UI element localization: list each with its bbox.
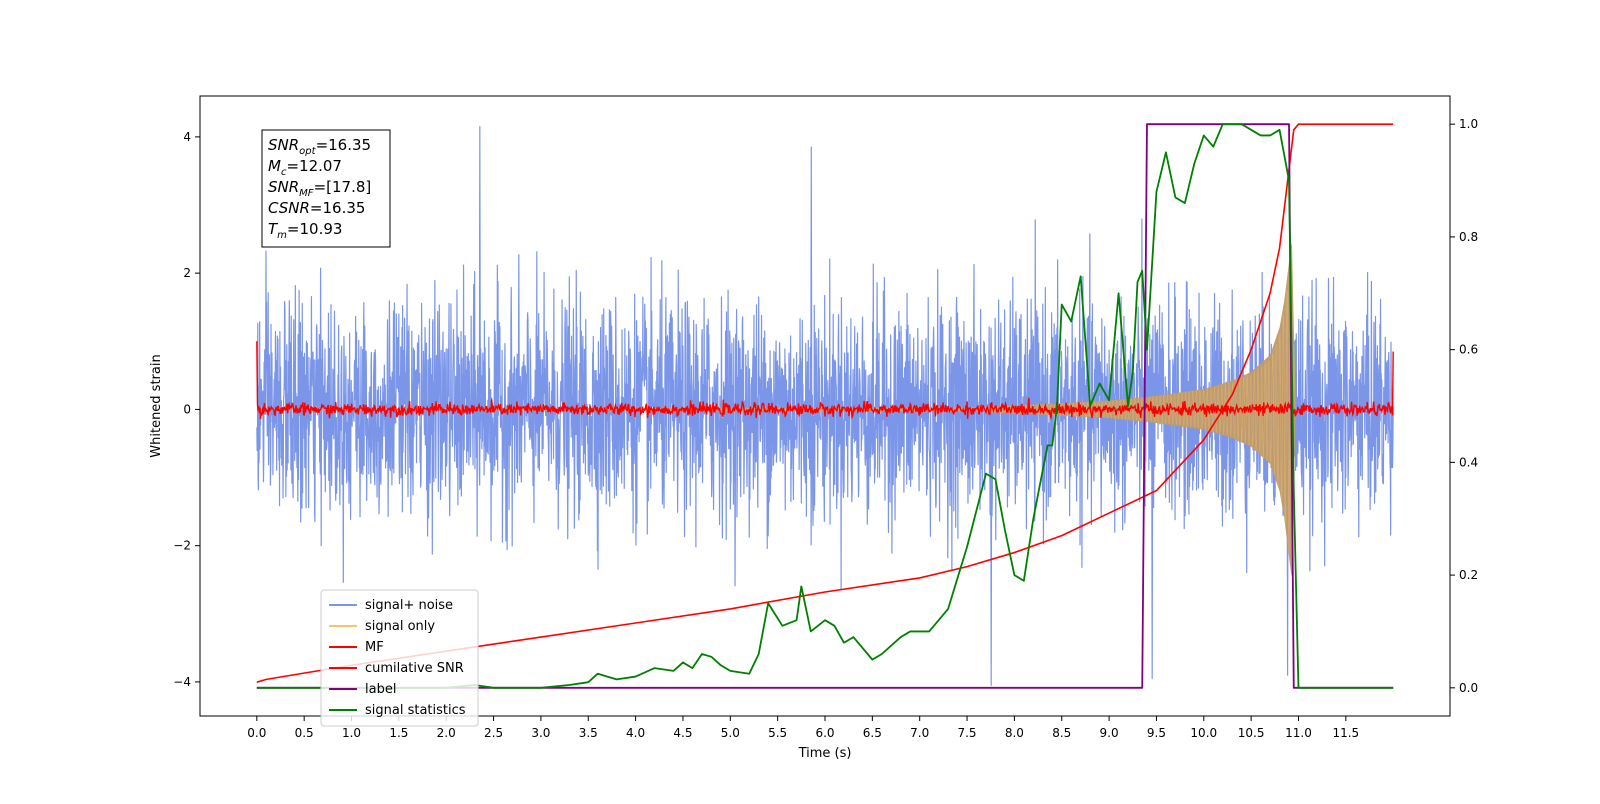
x-tick-label: 8.0 <box>1005 726 1024 740</box>
left-y-tick-label: 0 <box>183 402 191 416</box>
x-tick-label: 5.0 <box>721 726 740 740</box>
annotation-line: CSNR=16.35 <box>268 199 365 217</box>
left-y-tick-label: 2 <box>183 266 191 280</box>
annotation-line: SNRMF=[17.8] <box>268 178 371 199</box>
x-tick-label: 11.0 <box>1285 726 1312 740</box>
left-y-axis-label: Whitened strain <box>149 354 164 457</box>
annotation-line: Mc=12.07 <box>268 157 342 178</box>
x-tick-label: 3.0 <box>531 726 550 740</box>
x-tick-label: 11.5 <box>1332 726 1359 740</box>
legend-label: signal+ noise <box>365 598 453 613</box>
legend-label: label <box>365 682 396 697</box>
right-y-tick-label: 0.6 <box>1459 343 1478 357</box>
right-y-tick-label: 0.2 <box>1459 568 1478 582</box>
legend: signal+ noise signal only MF cumilative SNR… <box>321 590 478 726</box>
x-tick-label: 1.5 <box>389 726 408 740</box>
legend-label: signal statistics <box>365 703 466 718</box>
x-tick-label: 1.0 <box>342 726 361 740</box>
left-y-tick-label: −4 <box>173 675 191 689</box>
x-tick-label: 9.0 <box>1100 726 1119 740</box>
x-tick-label: 0.0 <box>247 726 266 740</box>
x-tick-label: 0.5 <box>295 726 314 740</box>
x-tick-label: 3.5 <box>579 726 598 740</box>
x-tick-label: 8.5 <box>1052 726 1071 740</box>
x-tick-label: 2.5 <box>484 726 503 740</box>
left-y-tick-label: 4 <box>183 130 191 144</box>
annotation-line: SNRopt=16.35 <box>268 136 371 157</box>
x-tick-label: 5.5 <box>768 726 787 740</box>
x-tick-label: 9.5 <box>1147 726 1166 740</box>
x-tick-label: 6.5 <box>863 726 882 740</box>
x-tick-label: 4.0 <box>626 726 645 740</box>
legend-label: signal only <box>365 619 435 634</box>
x-axis-label: Time (s) <box>798 746 852 761</box>
x-tick-label: 7.0 <box>910 726 929 740</box>
legend-label: cumilative SNR <box>365 661 464 676</box>
x-tick-label: 6.0 <box>815 726 834 740</box>
x-tick-label: 10.0 <box>1190 726 1217 740</box>
right-y-tick-label: 1.0 <box>1459 117 1478 131</box>
right-y-tick-label: 0.0 <box>1459 681 1478 695</box>
x-tick-label: 2.0 <box>437 726 456 740</box>
x-tick-label: 10.5 <box>1238 726 1265 740</box>
legend-label: MF <box>365 640 384 655</box>
annotation-box: SNRopt=16.35Mc=12.07SNRMF=[17.8]CSNR=16.… <box>262 130 390 247</box>
right-y-tick-label: 0.8 <box>1459 230 1478 244</box>
x-tick-label: 4.5 <box>673 726 692 740</box>
left-y-tick-label: −2 <box>173 539 191 553</box>
right-y-tick-label: 0.4 <box>1459 455 1478 469</box>
x-tick-label: 7.5 <box>957 726 976 740</box>
